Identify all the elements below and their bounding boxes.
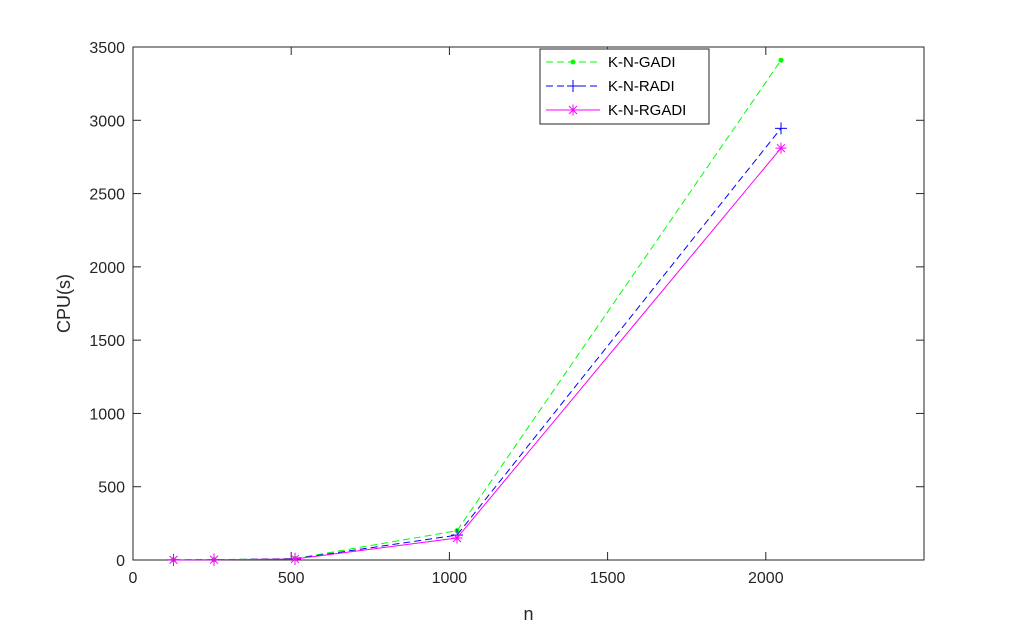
series-marker — [775, 142, 787, 154]
x-tick-label: 0 — [129, 570, 138, 587]
legend-entry: K-N-GADI — [546, 54, 676, 71]
axis-tick-labels: 0 500 1000 1500 2000 0 500 1000 1500 2000 2500 3000… — [89, 40, 783, 587]
x-tick-label: 1000 — [432, 570, 468, 587]
legend-entry: K-N-RADI — [546, 78, 675, 95]
series-marker — [567, 104, 579, 116]
series-marker — [208, 554, 220, 566]
axis-ticks — [132, 46, 924, 561]
y-tick-label: 1000 — [89, 406, 125, 423]
y-tick-label: 500 — [98, 480, 125, 497]
series-marker — [451, 532, 463, 544]
legend-entry: K-N-RGADI — [546, 102, 686, 119]
legend-label: K-N-RGADI — [608, 102, 686, 119]
x-tick-label: 2000 — [748, 570, 784, 587]
y-tick-label: 1500 — [89, 333, 125, 350]
series-marker — [570, 59, 576, 65]
y-tick-label: 2500 — [89, 187, 125, 204]
y-tick-label: 2000 — [89, 260, 125, 277]
x-tick-label: 1500 — [590, 570, 626, 587]
y-axis-title: CPU(s) — [54, 274, 74, 333]
x-axis-title: n — [523, 604, 533, 624]
series-marker — [774, 122, 787, 135]
y-tick-label: 3000 — [89, 113, 125, 130]
y-tick-label: 3500 — [89, 40, 125, 57]
series-marker — [289, 553, 301, 565]
series-marker — [778, 57, 784, 63]
x-tick-label: 500 — [278, 570, 305, 587]
series-k-n-rgadi — [167, 142, 787, 566]
plot-area — [132, 46, 925, 561]
legend-label: K-N-GADI — [608, 54, 676, 71]
series-layer — [167, 57, 787, 566]
series-marker — [567, 80, 579, 92]
legend: K-N-GADI K-N-RADI K-N-RGADI — [539, 48, 710, 125]
series-marker — [167, 554, 179, 566]
legend-label: K-N-RADI — [608, 78, 675, 95]
y-tick-label: 0 — [116, 553, 125, 570]
